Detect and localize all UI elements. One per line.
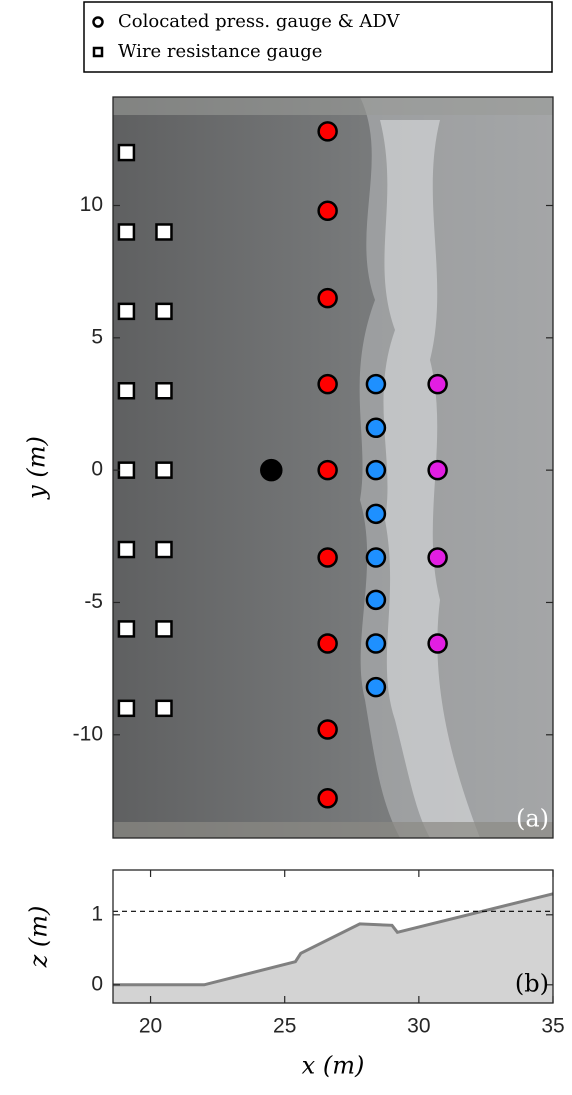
wire-gauge-marker [119,304,134,319]
gauge-marker [429,634,447,652]
wire-gauge-marker [119,224,134,239]
y-tick-label: 5 [91,325,103,348]
wire-gauge-marker [119,701,134,716]
legend-label: Wire resistance gauge [118,41,322,62]
x-tick-label: 30 [407,1015,430,1038]
gauge-marker [319,634,337,652]
panel-label: (a) [516,805,549,833]
wire-gauge-marker [119,621,134,636]
wire-gauge-marker [156,383,171,398]
wire-gauge-marker [119,145,134,160]
y-tick-label: -5 [84,590,103,613]
gauge-marker [429,375,447,393]
x-tick-label: 25 [273,1015,296,1038]
y-axis-label: z (m) [25,906,53,969]
gauge-marker [319,461,337,479]
wire-gauge-marker [156,701,171,716]
y-axis-label: y (m) [23,436,51,500]
gauge-marker [367,375,385,393]
gauge-marker [367,505,385,523]
wire-gauge-marker [119,463,134,478]
y-tick-label: 0 [91,458,103,481]
figure: Colocated press. gauge & ADV Wire resista… [0,0,572,1095]
wire-gauge-marker [156,542,171,557]
y-tick-label: -10 [73,722,103,745]
gauge-marker [367,634,385,652]
gauge-marker [367,678,385,696]
gauge-marker [367,591,385,609]
gauge-marker [319,720,337,738]
x-tick-label: 20 [139,1015,162,1038]
gauge-marker [319,548,337,566]
gauge-marker [261,460,281,480]
y-tick-label: 0 [91,972,103,995]
y-tick-label: 10 [80,193,103,216]
gauge-marker [429,461,447,479]
x-axis-label: x (m) [302,1052,365,1080]
wire-gauge-marker [156,463,171,478]
wire-gauge-marker [156,304,171,319]
gauge-marker [319,375,337,393]
x-tick-label: 35 [541,1015,564,1038]
gauge-marker [319,789,337,807]
wire-gauge-marker [156,621,171,636]
wire-gauge-marker [119,383,134,398]
legend-label: Colocated press. gauge & ADV [118,11,400,32]
legend-marker [94,18,103,27]
wire-gauge-marker [156,224,171,239]
wire-gauge-marker [119,542,134,557]
panel-label: (b) [515,970,549,998]
gauge-marker [319,122,337,140]
gauge-marker [367,461,385,479]
gauge-marker [367,419,385,437]
legend-marker [94,48,102,56]
gauge-marker [319,202,337,220]
gauge-marker [429,548,447,566]
gauge-marker [319,289,337,307]
gauge-marker [367,548,385,566]
y-tick-label: 1 [91,902,103,925]
